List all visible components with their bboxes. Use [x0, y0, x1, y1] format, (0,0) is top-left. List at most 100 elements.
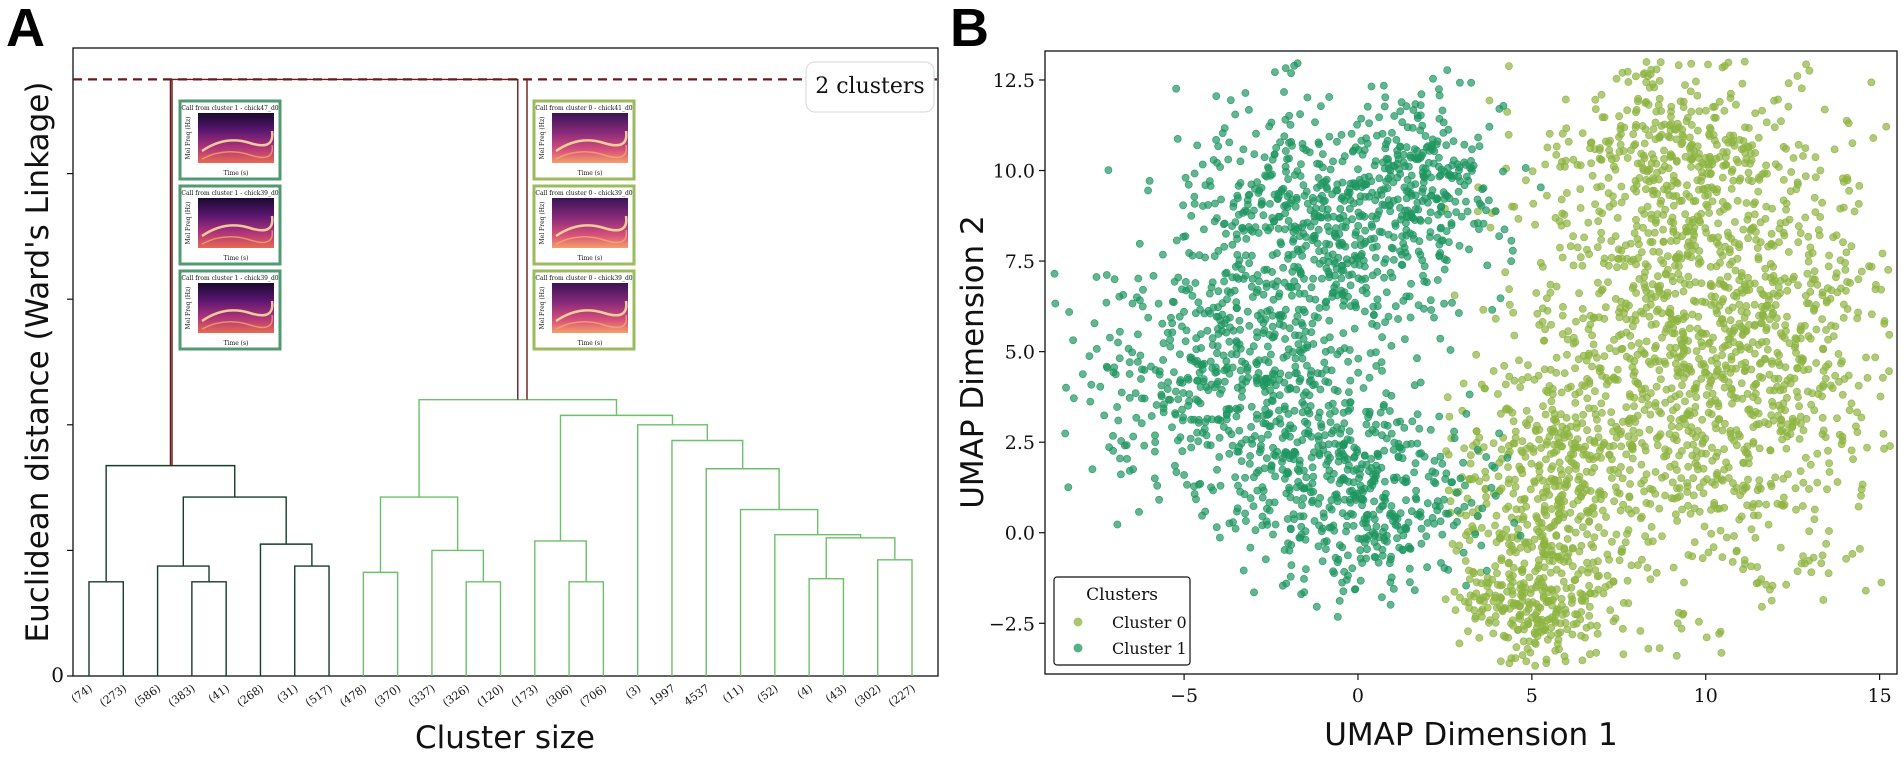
umap-point: [1548, 550, 1557, 559]
umap-point: [1739, 481, 1748, 490]
umap-point: [1166, 342, 1175, 351]
umap-point: [1540, 502, 1549, 510]
umap-point: [1766, 386, 1774, 395]
umap-point: [1595, 571, 1603, 580]
umap-point: [1454, 187, 1463, 196]
umap-point: [1658, 166, 1666, 175]
umap-point: [1669, 406, 1677, 415]
umap-point: [1271, 472, 1279, 481]
umap-point: [1579, 410, 1588, 419]
umap-point: [1720, 503, 1729, 512]
umap-point: [1669, 218, 1678, 227]
umap-point: [1396, 417, 1404, 426]
umap-point: [1664, 132, 1673, 140]
umap-point: [1403, 123, 1412, 132]
umap-point: [1293, 465, 1302, 474]
umap-point: [1806, 460, 1815, 469]
thumbnail-ylabel: Mel Freq (Hz): [539, 287, 546, 330]
umap-point: [1641, 384, 1649, 393]
umap-point: [1557, 569, 1566, 578]
leaf-label: (11): [720, 682, 746, 706]
umap-point: [1370, 538, 1379, 547]
umap-point: [1626, 466, 1634, 474]
umap-point: [1474, 133, 1482, 142]
umap-point: [1178, 322, 1186, 331]
umap-point: [1171, 461, 1179, 470]
umap-point: [1684, 462, 1693, 471]
umap-point: [1367, 454, 1375, 463]
umap-point: [1641, 446, 1650, 455]
umap-point: [1338, 543, 1347, 552]
umap-point: [1654, 272, 1662, 281]
umap-point: [1315, 304, 1324, 312]
umap-point: [1841, 258, 1849, 267]
umap-point: [1259, 211, 1268, 220]
umap-point: [1457, 212, 1466, 221]
umap-point: [1351, 585, 1359, 594]
umap-point: [1379, 528, 1387, 536]
umap-point: [1522, 444, 1531, 453]
umap-point: [1816, 166, 1825, 175]
umap-point: [1441, 475, 1450, 483]
umap-point: [1269, 332, 1278, 341]
umap-point: [1792, 417, 1800, 426]
umap-point: [1465, 245, 1473, 254]
umap-point: [1690, 231, 1699, 240]
umap-point: [1563, 625, 1572, 634]
umap-point: [1585, 602, 1594, 611]
umap-point: [1745, 285, 1754, 294]
umap-point: [1667, 494, 1676, 502]
umap-point: [1867, 262, 1876, 271]
umap-point: [1313, 159, 1321, 168]
umap-point: [1270, 217, 1278, 226]
umap-point: [1601, 392, 1610, 400]
umap-point: [1571, 398, 1580, 407]
umap-point: [1340, 152, 1349, 161]
umap-point: [1242, 234, 1251, 243]
umap-point: [1728, 399, 1736, 408]
umap-point: [1187, 211, 1196, 220]
umap-point: [1250, 588, 1258, 597]
umap-point: [1586, 589, 1595, 598]
umap-point: [1652, 382, 1661, 391]
umap-point: [1577, 608, 1586, 616]
umap-point: [1386, 407, 1394, 415]
umap-point: [1283, 155, 1291, 163]
umap-point: [1837, 359, 1845, 368]
umap-point: [1710, 136, 1719, 145]
umap-point: [1735, 300, 1744, 309]
umap-point: [1836, 204, 1845, 213]
umap-point: [1631, 140, 1640, 148]
umap-point: [1492, 538, 1501, 547]
umap-point: [1794, 140, 1803, 149]
umap-point: [1426, 296, 1435, 305]
leaf-label: (302): [852, 682, 884, 710]
umap-point: [1793, 567, 1802, 576]
umap-point: [1552, 368, 1561, 377]
umap-point: [1232, 350, 1241, 359]
umap-point: [1597, 408, 1606, 417]
umap-point: [1625, 301, 1633, 310]
umap-point: [1885, 330, 1894, 339]
umap-point: [1347, 129, 1356, 138]
umap-point: [1801, 453, 1810, 462]
umap-point: [1338, 578, 1346, 587]
umap-point: [1337, 476, 1345, 484]
spectrogram-contour: [555, 215, 628, 238]
umap-point: [1684, 427, 1693, 435]
umap-point: [1124, 344, 1133, 353]
umap-point: [1568, 630, 1577, 639]
umap-point: [1557, 195, 1566, 204]
umap-point: [1771, 160, 1780, 169]
umap-point: [1086, 397, 1095, 406]
umap-point: [1831, 371, 1840, 380]
umap-point: [1285, 486, 1294, 494]
umap-point: [1728, 257, 1737, 266]
umap-point: [1450, 434, 1459, 443]
umap-point: [1435, 115, 1444, 123]
umap-point: [1686, 509, 1695, 518]
umap-point: [1470, 219, 1478, 228]
umap-point: [1687, 59, 1696, 68]
umap-point: [1854, 199, 1863, 208]
umap-point: [1687, 107, 1696, 116]
